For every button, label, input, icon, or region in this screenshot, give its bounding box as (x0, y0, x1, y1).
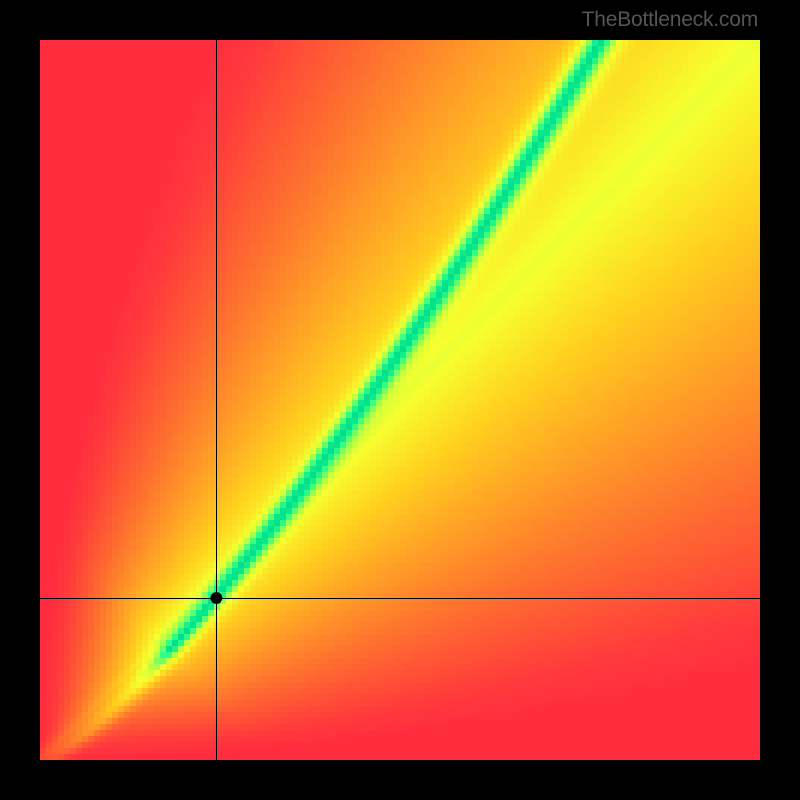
chart-container: TheBottleneck.com (0, 0, 800, 800)
watermark-text: TheBottleneck.com (582, 8, 758, 32)
bottleneck-heatmap (0, 0, 800, 800)
